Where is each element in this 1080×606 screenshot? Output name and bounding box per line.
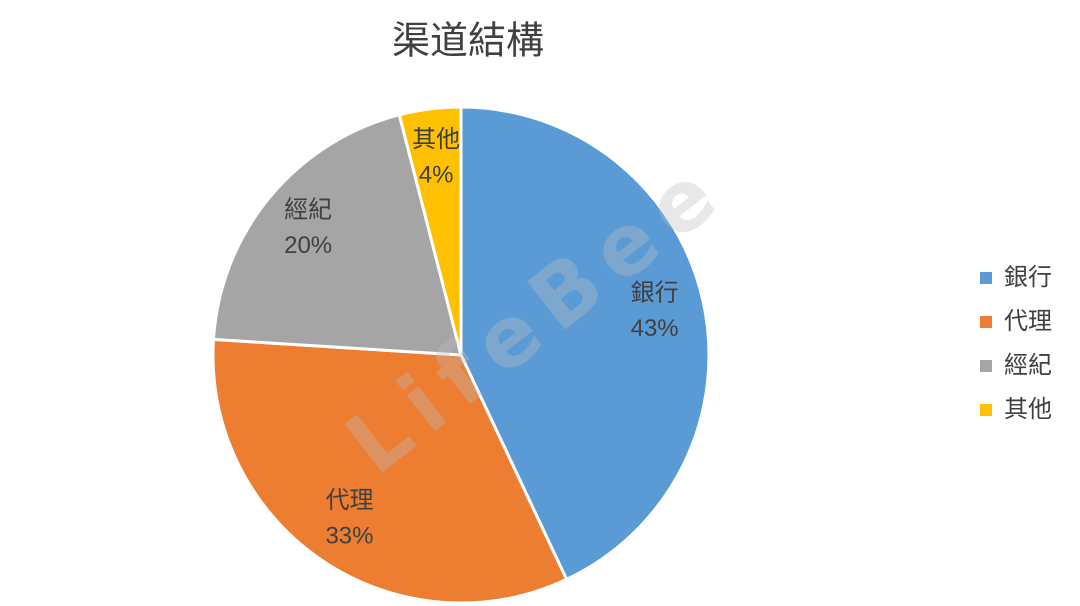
legend-label: 其他	[1004, 395, 1052, 423]
legend-label: 經紀	[1004, 351, 1052, 379]
pie	[211, 105, 711, 605]
slice-label: 經紀	[284, 196, 332, 224]
value-label: 33%	[325, 522, 373, 549]
legend-label: 銀行	[1004, 263, 1052, 291]
slice-label: 銀行	[631, 279, 679, 307]
pie-slice	[211, 337, 569, 605]
legend-label: 代理	[1004, 307, 1052, 335]
value-label: 43%	[631, 315, 679, 342]
pie-slice	[459, 105, 711, 582]
chart-title: 渠道結構	[392, 19, 544, 63]
legend-swatch	[980, 360, 992, 372]
data-labels: 銀行 43% 代理 33% 經紀 20% 其他 4%	[284, 125, 679, 549]
legend-swatch	[980, 404, 992, 416]
value-label: 20%	[284, 232, 332, 259]
legend-swatch	[980, 272, 992, 284]
slice-label: 代理	[325, 486, 373, 514]
slice-label: 其他	[412, 125, 460, 153]
legend-swatch	[980, 316, 992, 328]
value-label: 4%	[419, 162, 454, 189]
pie-slice	[211, 112, 463, 357]
pie-slice	[397, 105, 463, 356]
